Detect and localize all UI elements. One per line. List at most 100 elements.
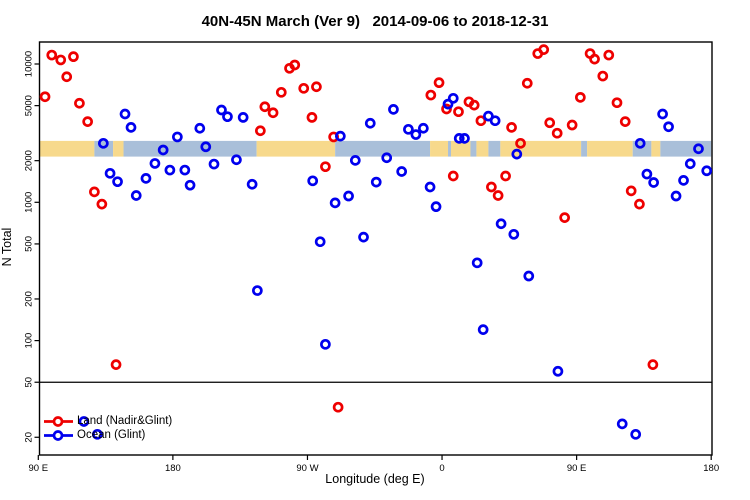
data-point-land: [447, 170, 459, 182]
data-point-ocean: [641, 168, 653, 180]
y-tick-label: 20: [24, 432, 35, 443]
data-point-land: [289, 59, 301, 71]
map-band-segment-land: [430, 140, 449, 157]
data-point-land: [453, 106, 464, 118]
data-point-ocean: [97, 137, 109, 149]
data-point-land: [259, 101, 271, 113]
data-point-ocean: [489, 115, 501, 127]
data-point-land: [89, 186, 100, 198]
legend-marker: [52, 430, 64, 441]
data-point-ocean: [237, 112, 249, 123]
data-point-ocean: [364, 117, 376, 129]
data-point-ocean: [335, 130, 346, 142]
data-point-ocean: [442, 98, 454, 110]
data-point-ocean: [552, 365, 564, 377]
data-point-ocean: [314, 236, 326, 248]
y-tick-label: 5000: [24, 95, 35, 116]
data-point-land: [68, 51, 79, 63]
data-point-land: [46, 49, 58, 61]
data-point-land: [332, 401, 344, 413]
data-point-land: [255, 125, 266, 137]
data-point-land: [82, 116, 93, 127]
data-point-land: [589, 53, 600, 65]
legend-marker: [52, 416, 64, 427]
data-point-ocean: [684, 158, 696, 170]
data-point-land: [39, 91, 51, 103]
legend-label-land: Land (Nadir&Glint): [77, 415, 173, 427]
data-point-land: [475, 115, 487, 127]
data-point-ocean: [104, 167, 116, 179]
map-band-segment-land: [476, 140, 489, 157]
data-point-land: [625, 185, 637, 197]
data-point-ocean: [424, 181, 436, 193]
data-point-ocean: [119, 108, 131, 120]
x-tick-label: 180: [703, 463, 719, 474]
x-tick-label: 90 W: [296, 463, 318, 474]
data-point-land: [559, 212, 571, 223]
data-point-ocean: [78, 416, 90, 427]
x-tick-label: 90 E: [567, 463, 587, 474]
data-point-land: [433, 77, 445, 89]
data-point-land: [647, 359, 659, 371]
map-band-segment-ocean: [94, 140, 114, 157]
data-point-ocean: [381, 152, 393, 164]
data-point-ocean: [149, 158, 161, 169]
map-band-segment-land: [651, 140, 661, 157]
data-point-land: [425, 89, 437, 101]
data-point-land: [110, 359, 122, 371]
data-point-ocean: [430, 201, 442, 213]
data-point-ocean: [92, 428, 103, 440]
data-point-ocean: [678, 175, 689, 186]
x-axis-label: Longitude (deg E): [325, 472, 425, 486]
data-point-ocean: [701, 165, 713, 177]
x-tick-label: 90 E: [29, 463, 49, 474]
data-point-ocean: [508, 228, 520, 240]
y-tick-label: 100: [24, 333, 35, 349]
legend-label-ocean: Ocean (Glint): [77, 429, 146, 441]
data-point-land: [275, 86, 287, 98]
data-point-land: [597, 70, 609, 82]
data-point-ocean: [320, 338, 331, 350]
data-point-land: [320, 161, 331, 173]
map-band-segment-land: [39, 140, 95, 157]
data-point-ocean: [370, 176, 382, 188]
map-band-segment-land: [256, 140, 336, 157]
data-point-ocean: [630, 428, 642, 440]
data-point-land: [311, 81, 322, 93]
data-point-land: [575, 91, 586, 103]
data-point-ocean: [184, 179, 196, 191]
data-point-ocean: [403, 123, 414, 135]
data-point-ocean: [523, 270, 535, 282]
data-point-ocean: [112, 176, 123, 188]
data-point-ocean: [343, 190, 354, 202]
data-point-ocean: [417, 122, 429, 134]
data-point-land: [486, 181, 497, 193]
data-point-land: [55, 54, 67, 66]
data-point-ocean: [200, 141, 212, 153]
data-point-ocean: [157, 144, 169, 156]
map-band-segment-ocean: [123, 140, 257, 157]
data-point-ocean: [231, 154, 242, 166]
y-tick-label: 50: [24, 377, 35, 388]
chart-title: 40N-45N March (Ver 9) 2014-09-06 to 2018…: [201, 13, 549, 30]
y-tick-label: 1000: [24, 192, 35, 213]
data-point-ocean: [388, 103, 399, 115]
data-point-land: [492, 190, 504, 201]
data-point-ocean: [140, 172, 152, 184]
data-point-ocean: [172, 131, 183, 143]
data-point-land: [74, 97, 85, 109]
data-point-ocean: [648, 177, 659, 188]
map-band-segment-ocean: [581, 140, 588, 157]
data-point-land: [611, 97, 623, 109]
data-point-land: [603, 49, 615, 61]
data-point-ocean: [208, 158, 220, 170]
data-point-ocean: [447, 92, 459, 104]
data-point-land: [441, 103, 452, 115]
data-point-ocean: [396, 166, 408, 177]
data-point-ocean: [495, 218, 507, 230]
data-point-ocean: [125, 122, 137, 133]
map-band-segment-ocean: [448, 140, 452, 157]
map-band-segment-ocean: [488, 140, 501, 157]
data-point-ocean: [511, 148, 523, 160]
